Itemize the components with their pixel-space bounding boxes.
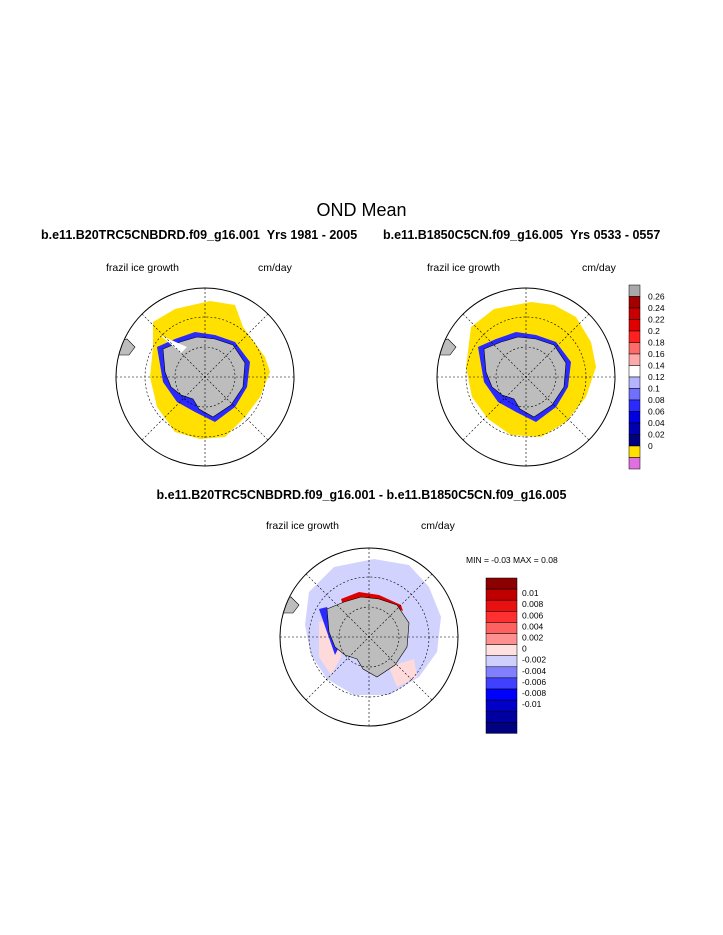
diff-colorbar-box — [485, 588, 518, 601]
min-max-readout: MIN = -0.03 MAX = 0.08 — [466, 555, 558, 565]
south-america-land — [280, 596, 300, 614]
colorbar-box — [628, 388, 641, 401]
max-value: 0.08 — [541, 555, 558, 565]
diff-colorbar-label: 0.002 — [522, 633, 544, 643]
main-colorbar: 0.260.24 0.220.2 0.180.16 0.140.12 0.10.08 0.… — [628, 284, 665, 470]
diff-colorbar-label: -0.01 — [522, 699, 542, 709]
colorbar-box — [628, 296, 641, 309]
colorbar-label: 0.12 — [648, 372, 665, 382]
right-case-name: b.e11.B1850C5CN.f09_g16.005 — [383, 228, 563, 242]
south-america-land — [116, 338, 136, 356]
diff-colorbar-box — [485, 722, 518, 734]
diff-colorbar-label: -0.008 — [522, 688, 546, 698]
colorbar-box — [628, 319, 641, 332]
right-units-label: cm/day — [582, 262, 616, 274]
diff-colorbar-box — [485, 688, 518, 701]
diff-colorbar-label: -0.006 — [522, 677, 546, 687]
colorbar-box — [628, 434, 641, 447]
colorbar-label: 0.14 — [648, 361, 665, 371]
colorbar-label: 0.24 — [648, 303, 665, 313]
diff-colorbar-label: 0.01 — [522, 588, 539, 598]
diff-units-label: cm/day — [421, 520, 455, 532]
colorbar-box — [628, 307, 641, 320]
diff-colorbar-box — [485, 699, 518, 712]
colorbar-label: 0.02 — [648, 430, 665, 440]
min-value: -0.03 — [491, 555, 511, 565]
diff-positive-region-2 — [389, 659, 417, 687]
colorbar-label: 0.26 — [648, 292, 665, 302]
right-case-title: b.e11.B1850C5CN.f09_g16.005 Yrs 0533 - 0… — [383, 228, 660, 242]
colorbar-label: 0.22 — [648, 315, 665, 325]
colorbar-label: 0.08 — [648, 395, 665, 405]
left-case-name: b.e11.B20TRC5CNBDRD.f09_g16.001 — [41, 228, 260, 242]
colorbar-box — [628, 353, 641, 366]
colorbar-label: 0.18 — [648, 338, 665, 348]
colorbar-label: 0.06 — [648, 407, 665, 417]
diff-colorbar-box — [485, 577, 518, 590]
colorbar-box — [628, 376, 641, 389]
diff-colorbar-box — [485, 622, 518, 634]
pie-white-gap — [160, 335, 187, 353]
page-title: OND Mean — [316, 200, 407, 220]
south-america-land — [437, 338, 457, 356]
min-label: MIN = — [466, 555, 489, 565]
diff-field-label: frazil ice growth — [266, 520, 339, 532]
diff-colorbar-label: 0.004 — [522, 621, 544, 631]
diff-colorbar-box — [485, 611, 518, 623]
right-polar-map — [436, 287, 616, 467]
right-field-label: frazil ice growth — [427, 262, 500, 274]
diff-colorbar-box — [485, 710, 518, 723]
colorbar-label: 0 — [648, 441, 653, 451]
colorbar-box — [628, 422, 641, 435]
diff-colorbar-label: 0 — [522, 644, 527, 654]
diff-colorbar-box — [485, 633, 518, 645]
diff-colorbar-label: 0.006 — [522, 610, 544, 620]
left-field-label: frazil ice growth — [106, 262, 179, 274]
left-units-label: cm/day — [258, 262, 292, 274]
colorbar-box — [628, 330, 641, 343]
coastal-red-band — [341, 592, 403, 611]
diff-colorbar-box — [485, 655, 518, 668]
colorbar-label: 0.16 — [648, 349, 665, 359]
colorbar-box — [628, 284, 641, 297]
colorbar-box — [628, 411, 641, 424]
diff-colorbar-label: -0.002 — [522, 655, 546, 665]
diff-title: b.e11.B20TRC5CNBDRD.f09_g16.001 - b.e11.… — [156, 488, 567, 502]
colorbar-label: 0.2 — [648, 326, 660, 336]
diff-colorbar-label: -0.004 — [522, 666, 546, 676]
colorbar-label: 0.04 — [648, 418, 665, 428]
colorbar-box — [628, 457, 641, 470]
diff-colorbar: 0.010.0080.0060.0040.0020-0.002-0.004-0.… — [485, 577, 546, 734]
left-polar-map — [115, 287, 295, 467]
diff-polar-map — [279, 547, 459, 727]
right-case-years: Yrs 0533 - 0557 — [569, 228, 661, 242]
left-case-title: b.e11.B20TRC5CNBDRD.f09_g16.001 Yrs 1981… — [41, 228, 357, 242]
max-label: MAX = — [513, 555, 539, 565]
colorbar-box — [628, 445, 641, 458]
diff-colorbar-box — [485, 677, 518, 690]
diff-colorbar-box — [485, 644, 518, 656]
diff-colorbar-box — [485, 666, 518, 679]
left-case-years: Yrs 1981 - 2005 — [266, 228, 358, 242]
colorbar-box — [628, 342, 641, 355]
colorbar-box — [628, 365, 641, 378]
colorbar-label: 0.1 — [648, 384, 660, 394]
colorbar-box — [628, 399, 641, 412]
diff-colorbar-label: 0.008 — [522, 599, 544, 609]
diff-colorbar-box — [485, 599, 518, 612]
